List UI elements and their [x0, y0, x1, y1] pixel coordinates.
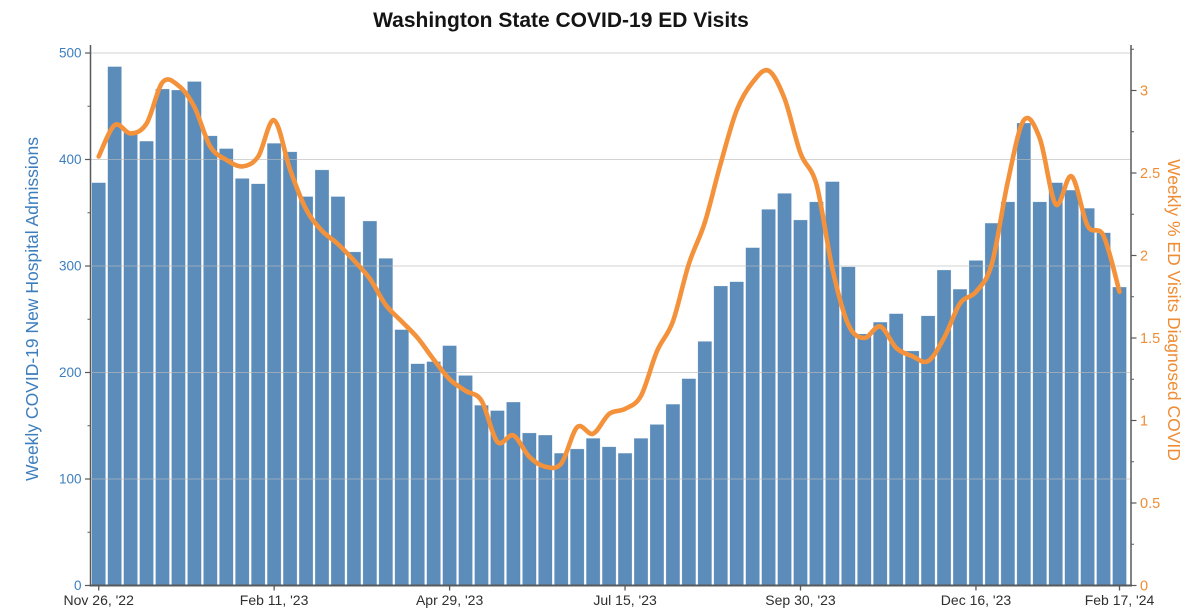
bar[interactable] [91, 182, 106, 586]
bar[interactable] [681, 378, 696, 586]
right-axis-tick-label: 0 [1140, 579, 1148, 595]
bar[interactable] [1032, 201, 1047, 586]
bar[interactable] [346, 251, 361, 586]
bar[interactable] [1000, 201, 1015, 586]
bar[interactable] [633, 438, 648, 586]
x-axis-tick-label: Feb 11, '23 [240, 592, 309, 608]
bar[interactable] [697, 341, 712, 586]
bar[interactable] [1048, 182, 1063, 586]
bar[interactable] [554, 453, 569, 586]
bar[interactable] [857, 333, 872, 586]
bar[interactable] [203, 135, 218, 586]
gridlines [90, 52, 1131, 480]
bar[interactable] [586, 438, 601, 586]
bar[interactable] [474, 405, 489, 586]
bar[interactable] [155, 88, 170, 586]
bar[interactable] [330, 196, 345, 586]
bar[interactable] [809, 201, 824, 586]
right-axis-tick-label: 2.5 [1140, 166, 1160, 182]
bar[interactable] [777, 193, 792, 586]
bar[interactable] [187, 81, 202, 586]
left-axis-tick-label: 400 [59, 152, 82, 167]
bar[interactable] [283, 151, 298, 586]
bar[interactable] [426, 361, 441, 586]
left-axis-tick-label: 300 [59, 259, 82, 274]
bar[interactable] [665, 404, 680, 586]
right-axis-tick-label: 3 [1140, 84, 1148, 100]
x-axis-tick-label: Feb 17, '24 [1085, 592, 1155, 608]
bar[interactable] [602, 446, 617, 586]
right-axis-title: Weekly % ED Visits Diagnosed COVID [1164, 159, 1184, 461]
plot-area: 0 100 200 300 400 500 0 0.5 1 1.5 2 2.5 3 Nov 26, '22… [59, 45, 1160, 608]
left-axis-title: Weekly COVID-19 New Hospital Admissions [22, 137, 42, 481]
bar[interactable] [952, 289, 967, 586]
bar[interactable] [506, 402, 521, 586]
left-axis-tick-label: 0 [74, 578, 82, 593]
bar[interactable] [618, 453, 633, 586]
bar[interactable] [219, 148, 234, 586]
bar[interactable] [1096, 232, 1111, 586]
right-axis-tick-label: 2 [1140, 249, 1148, 265]
right-axis-tick-label: 1.5 [1140, 331, 1160, 347]
bar[interactable] [1112, 286, 1127, 586]
bar[interactable] [538, 435, 553, 586]
bar[interactable] [1064, 190, 1079, 586]
ed-visits-line[interactable] [96, 67, 1122, 471]
bar[interactable] [905, 350, 920, 586]
bar[interactable] [410, 363, 425, 586]
bar[interactable] [107, 66, 122, 586]
right-axis-tick-label: 0.5 [1140, 496, 1160, 512]
bar[interactable] [299, 196, 314, 586]
bar[interactable] [889, 313, 904, 586]
axes: 0 100 200 300 400 500 0 0.5 1 1.5 2 2.5 3 Nov 26, '22… [59, 45, 1160, 608]
bar[interactable] [570, 448, 585, 586]
right-axis-tick-label: 1 [1140, 414, 1148, 430]
bar[interactable] [267, 143, 282, 586]
bar[interactable] [937, 269, 952, 586]
bar[interactable] [873, 322, 888, 586]
left-axis-tick-label: 100 [59, 472, 82, 487]
bar[interactable] [1080, 208, 1095, 586]
bar[interactable] [729, 281, 744, 586]
bar[interactable] [235, 178, 250, 586]
bar[interactable] [458, 375, 473, 586]
bar[interactable] [968, 260, 983, 586]
x-axis-tick-label: Nov 26, '22 [64, 592, 135, 608]
bar[interactable] [171, 89, 186, 586]
x-axis-tick-label: Sep 30, '23 [765, 592, 836, 608]
bar[interactable] [649, 424, 664, 586]
bars-series [91, 66, 1127, 586]
left-axis-tick-label: 500 [59, 46, 82, 61]
bar[interactable] [251, 183, 266, 586]
bar[interactable] [713, 285, 728, 586]
bar[interactable] [793, 219, 808, 586]
left-axis-tick-label: 200 [59, 365, 82, 380]
x-axis-tick-label: Apr 29, '23 [416, 592, 483, 608]
bar[interactable] [139, 141, 154, 586]
bar[interactable] [1016, 122, 1031, 586]
x-axis-tick-label: Dec 16, '23 [941, 592, 1012, 608]
chart-title: Washington State COVID-19 ED Visits [373, 9, 749, 32]
bar[interactable] [394, 329, 409, 586]
bar[interactable] [745, 247, 760, 586]
x-axis-tick-label: Jul 15, '23 [593, 592, 657, 608]
bar[interactable] [123, 132, 138, 586]
